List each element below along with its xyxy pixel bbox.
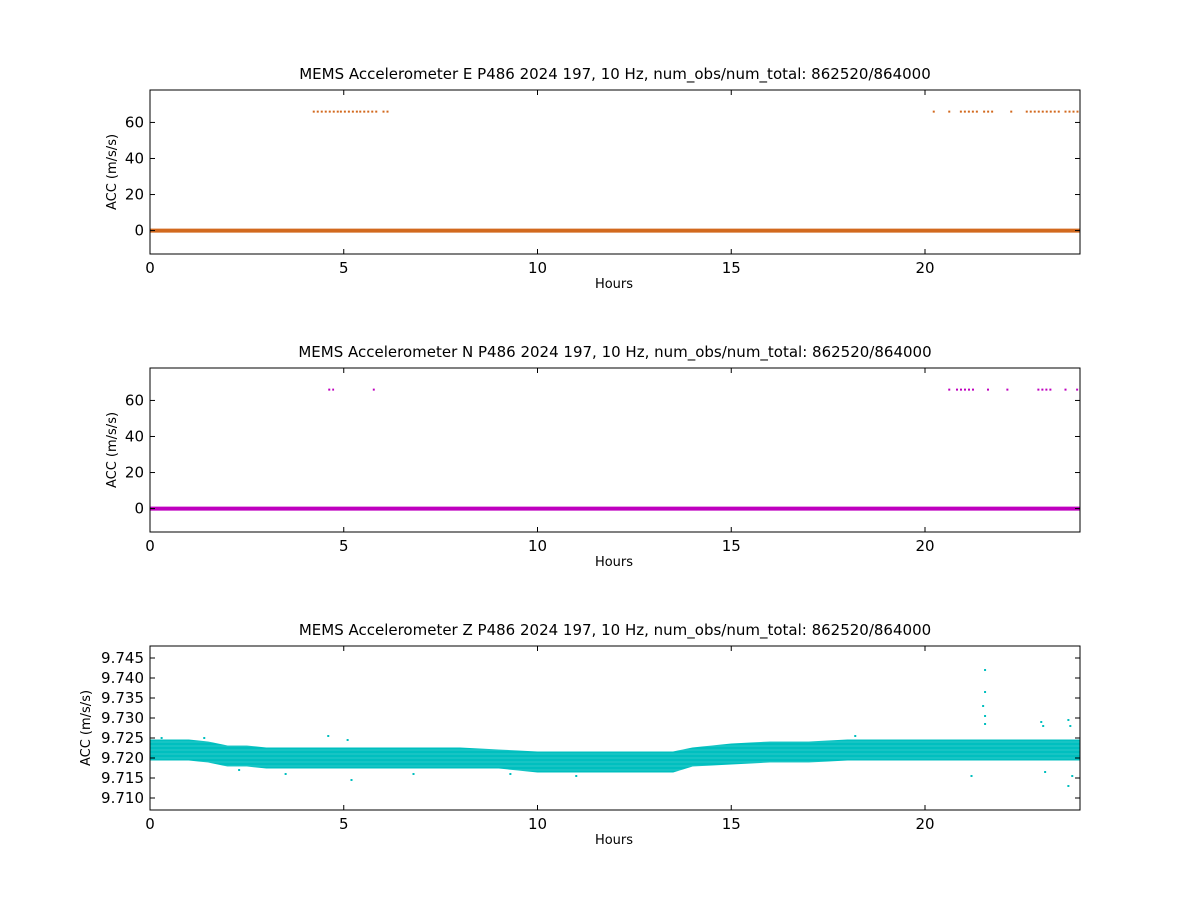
axes-frame <box>149 367 1081 533</box>
y-tick-label: 20 <box>125 186 144 204</box>
data-point <box>203 737 206 739</box>
x-tick-label: 5 <box>339 537 349 555</box>
axes: 0 5 10 15 20 9.710 9.715 9.720 9.725 9.730 9.735 9.… <box>101 645 1081 833</box>
x-tick-label: 10 <box>528 537 547 555</box>
data-point <box>350 779 353 781</box>
y-tick-label: 9.735 <box>101 689 144 707</box>
data-point <box>970 775 973 777</box>
band-striations <box>150 645 1080 811</box>
y-tick-label: 9.720 <box>101 749 144 767</box>
y-tick-label: 40 <box>125 427 144 445</box>
x-tick-label: 15 <box>722 259 741 277</box>
x-tick-label: 15 <box>722 537 741 555</box>
data-point <box>984 691 987 693</box>
y-tick-label: 40 <box>125 149 144 167</box>
data-point <box>984 669 987 671</box>
data-marks <box>150 388 1080 511</box>
data-point <box>854 735 857 737</box>
x-tick-label: 0 <box>145 537 155 555</box>
data-point <box>575 775 578 777</box>
data-point <box>1042 725 1045 727</box>
subplot-north: MEMS Accelerometer N P486 2024 197, 10 H… <box>105 343 1081 570</box>
data-point <box>1067 719 1070 721</box>
x-tick-label: 20 <box>915 815 934 833</box>
axes-frame <box>149 89 1081 255</box>
x-tick-label: 0 <box>145 815 155 833</box>
y-axis-label: ACC (m/s/s) <box>79 690 94 766</box>
data-point <box>160 737 163 739</box>
y-tick-label: 20 <box>125 464 144 482</box>
chart-title: MEMS Accelerometer Z P486 2024 197, 10 H… <box>299 621 931 640</box>
chart-title: MEMS Accelerometer E P486 2024 197, 10 H… <box>299 65 931 84</box>
data-point <box>1067 785 1070 787</box>
plot-area <box>150 646 1080 810</box>
data-point <box>346 739 349 741</box>
y-axis-label: ACC (m/s/s) <box>105 134 120 210</box>
data-point <box>412 773 415 775</box>
x-axis-label: Hours <box>595 555 633 570</box>
x-tick-label: 10 <box>528 259 547 277</box>
data-point <box>984 723 987 725</box>
plot-area <box>150 90 1080 254</box>
chart-title: MEMS Accelerometer N P486 2024 197, 10 H… <box>298 343 931 362</box>
y-tick-label: 0 <box>134 500 144 518</box>
data-point <box>1071 775 1074 777</box>
y-tick-label: 9.715 <box>101 769 144 787</box>
plot-area <box>150 368 1080 532</box>
x-tick-label: 20 <box>915 259 934 277</box>
y-tick-label: 9.740 <box>101 669 144 687</box>
data-point <box>1044 771 1047 773</box>
y-tick-label: 60 <box>125 391 144 409</box>
y-tick-label: 0 <box>134 222 144 240</box>
subplot-vertical: MEMS Accelerometer Z P486 2024 197, 10 H… <box>79 621 1081 848</box>
y-tick-label: 9.710 <box>101 789 144 807</box>
x-tick-label: 5 <box>339 815 349 833</box>
data-point <box>982 705 985 707</box>
y-axis-label: ACC (m/s/s) <box>105 412 120 488</box>
data-point <box>984 715 987 717</box>
data-point <box>284 773 287 775</box>
x-tick-label: 15 <box>722 815 741 833</box>
data-point <box>238 769 241 771</box>
y-tick-label: 60 <box>125 113 144 131</box>
axes-frame <box>149 645 1081 811</box>
x-tick-label: 0 <box>145 259 155 277</box>
data-marks <box>149 645 1081 811</box>
y-tick-label: 9.725 <box>101 729 144 747</box>
data-point <box>1040 721 1043 723</box>
data-point <box>509 773 512 775</box>
x-tick-label: 10 <box>528 815 547 833</box>
data-marks <box>150 110 1080 233</box>
x-axis-label: Hours <box>595 277 633 292</box>
data-point <box>1069 725 1072 727</box>
x-axis-label: Hours <box>595 833 633 848</box>
data-point <box>327 735 330 737</box>
subplot-east: MEMS Accelerometer E P486 2024 197, 10 H… <box>105 65 1081 292</box>
x-tick-label: 5 <box>339 259 349 277</box>
axes: 0 5 10 15 20 0 20 40 60 <box>125 89 1081 277</box>
axes: 0 5 10 15 20 0 20 40 60 <box>125 367 1081 555</box>
y-tick-label: 9.745 <box>101 649 144 667</box>
y-tick-label: 9.730 <box>101 709 144 727</box>
x-tick-label: 20 <box>915 537 934 555</box>
